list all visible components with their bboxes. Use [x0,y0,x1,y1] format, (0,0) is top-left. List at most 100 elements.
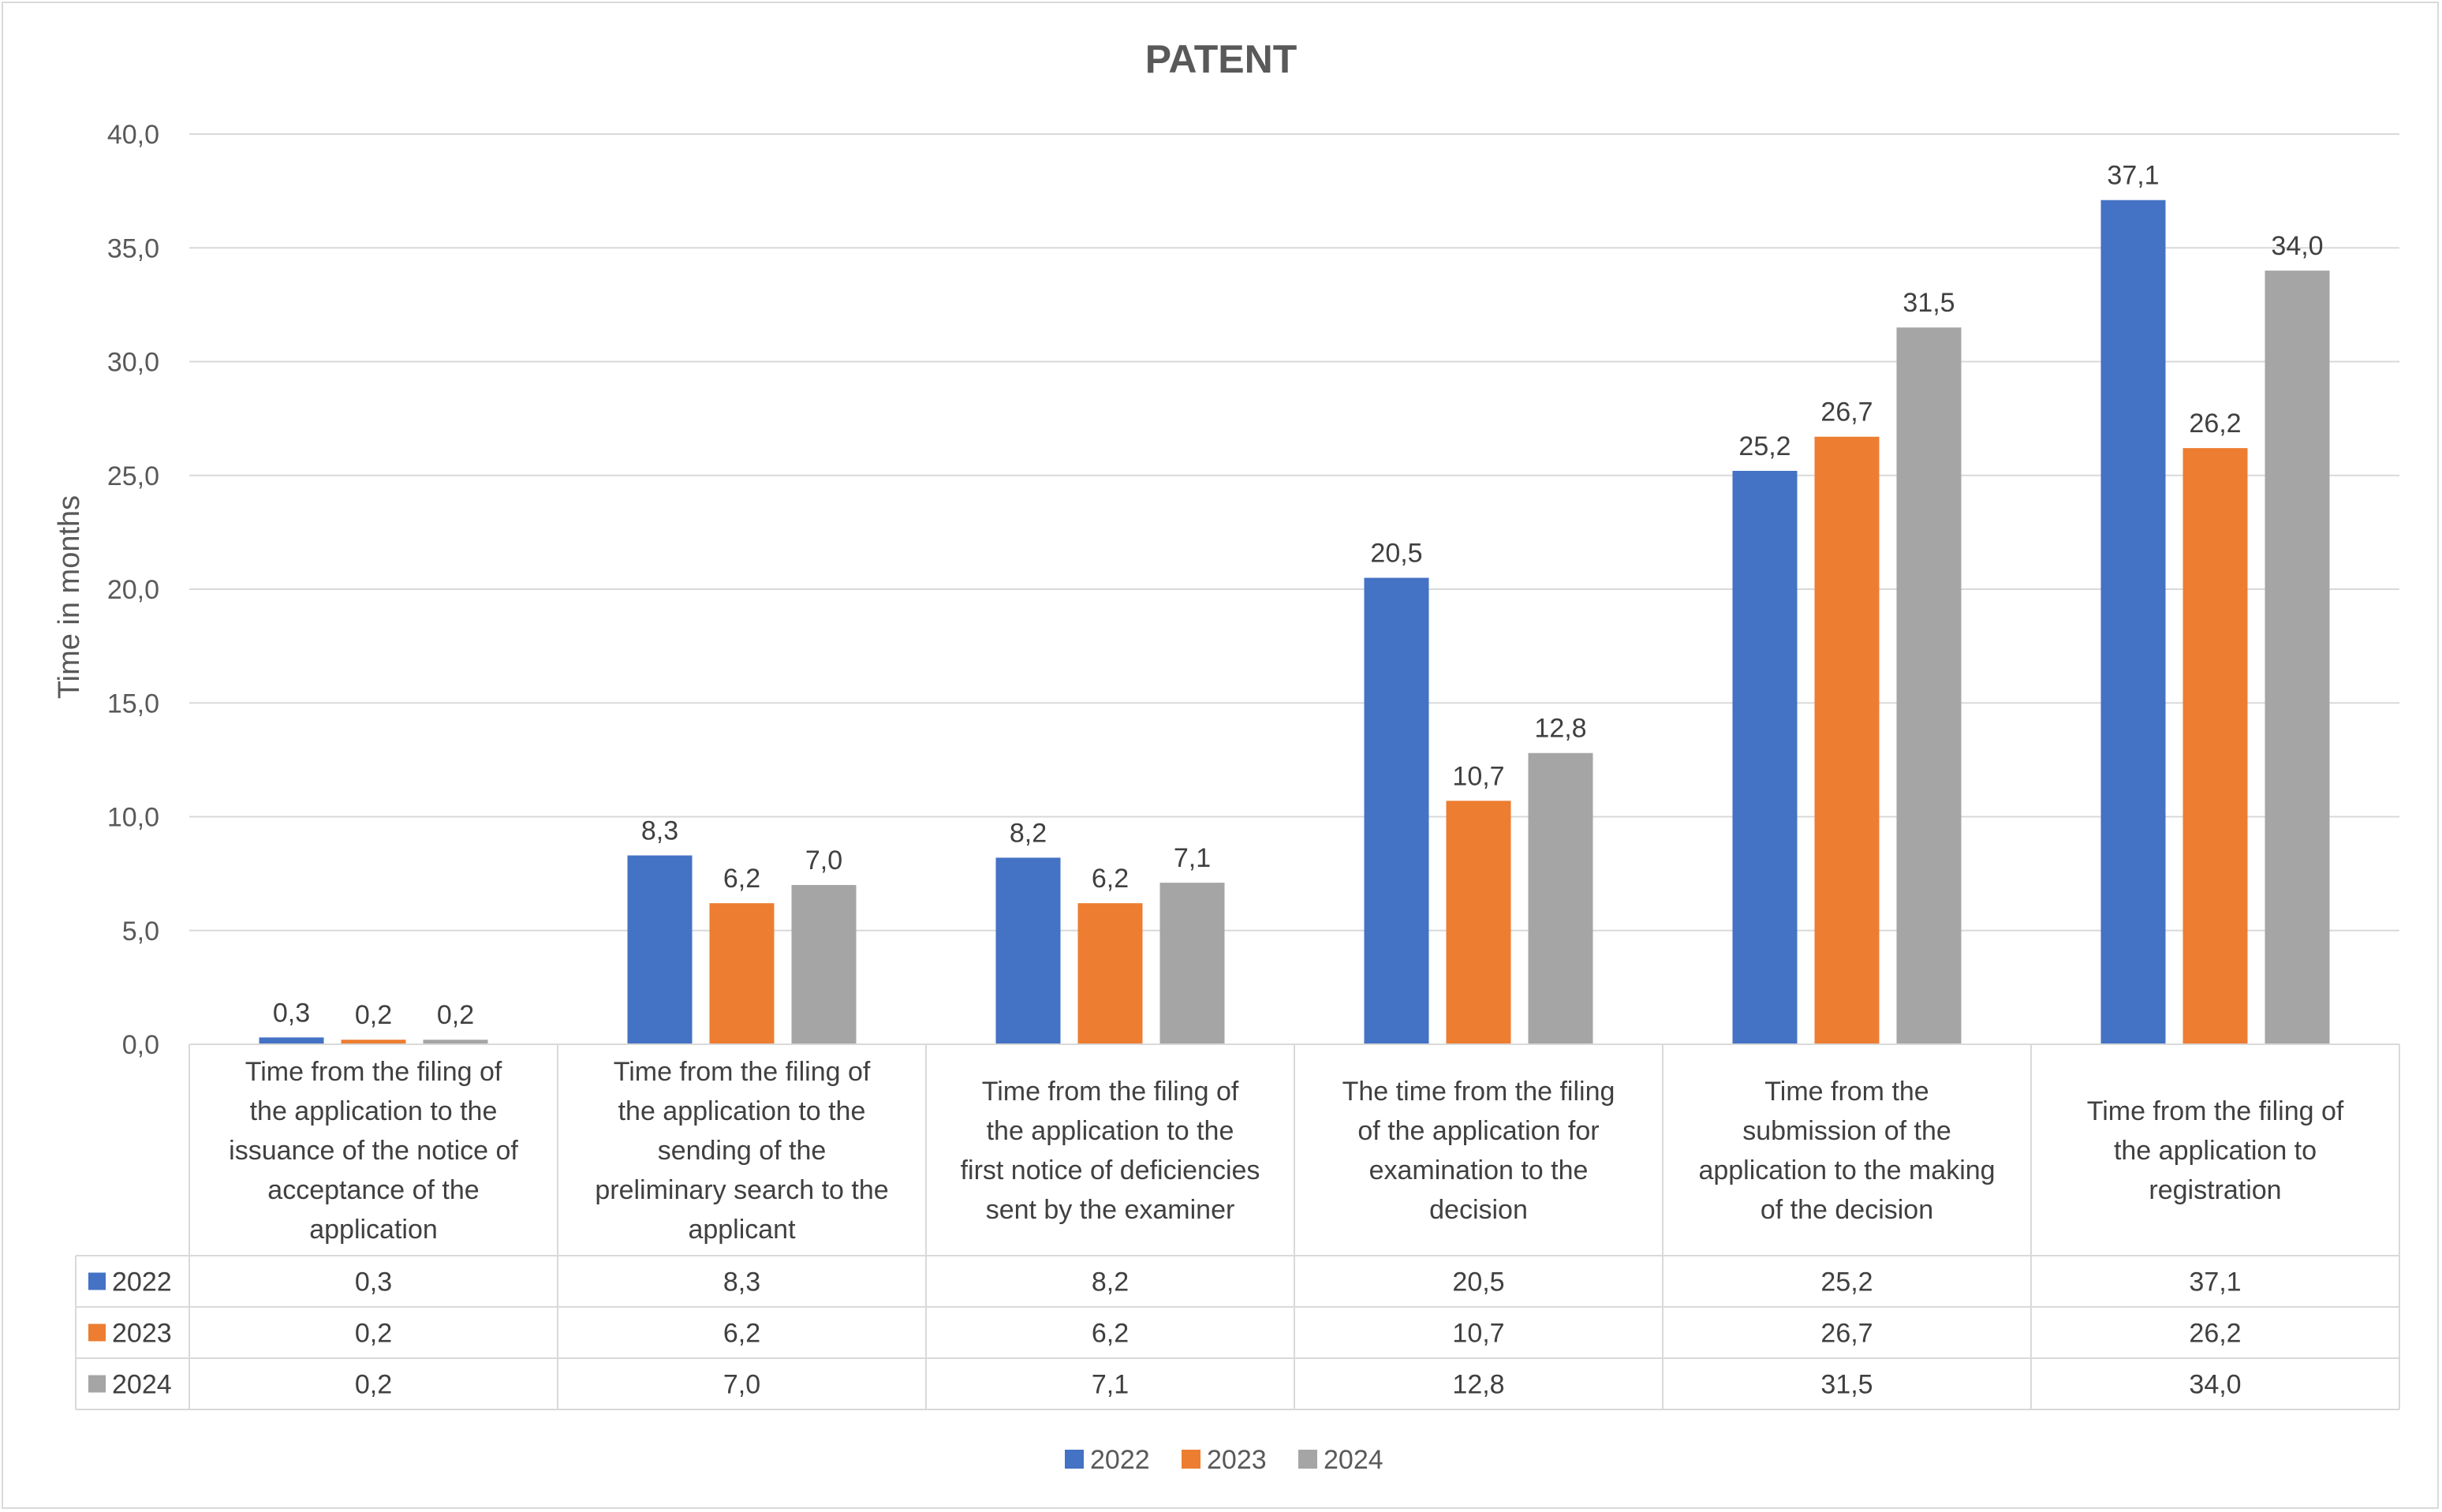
category-label-line: acceptance of the [267,1175,479,1205]
y-tick-label: 40,0 [107,120,159,150]
table-cell-2022-5: 25,2 [1820,1267,1873,1297]
category-label-line: decision [1429,1195,1528,1225]
y-tick-label: 10,0 [107,803,159,833]
y-tick-label: 25,0 [107,461,159,491]
chart-title: PATENT [1145,37,1298,81]
legend-label-2024: 2024 [1324,1445,1383,1475]
category-label-line: sending of the [658,1136,827,1166]
category-label-1: Time from the filing of the application t… [229,1057,518,1245]
table-legend-key-2022 [88,1273,106,1290]
data-label-2024-6: 34,0 [2271,231,2323,261]
bars [260,200,2330,1044]
bar-2023-6 [2183,448,2248,1044]
category-label-4: The time from the filingof the applicati… [1342,1077,1615,1225]
data-label-2024-2: 7,0 [805,846,842,875]
bar-2022-6 [2101,200,2166,1044]
category-label-line: applicant [688,1215,796,1245]
data-label-2022-2: 8,3 [641,816,678,846]
category-label-line: the application to the [618,1096,866,1126]
table-cell-2022-2: 8,3 [723,1267,760,1297]
data-label-2023-1: 0,2 [355,1000,392,1030]
bar-2023-4 [1447,801,1511,1044]
category-label-5: Time from the submission of the applicatio… [1698,1077,1995,1225]
table-cell-2024-6: 34,0 [2189,1370,2241,1400]
data-label-2022-1: 0,3 [273,998,310,1028]
legend-swatch-2024 [1298,1450,1317,1469]
category-label-line: of the decision [1761,1195,1933,1225]
table-legend-key-2024 [88,1376,106,1393]
bar-2022-3 [996,857,1061,1044]
data-label-2024-5: 31,5 [1902,288,1955,318]
data-label-2022-4: 20,5 [1370,539,1422,569]
table-cell-2022-6: 37,1 [2189,1267,2241,1297]
table-row-header-2023: 2023 [112,1319,172,1349]
bar-2022-4 [1365,578,1429,1044]
bar-2023-3 [1078,903,1143,1044]
legend-swatch-2023 [1182,1450,1200,1469]
category-label-3: Time from the filing ofthe application t… [961,1077,1260,1225]
table-cell-2023-6: 26,2 [2189,1319,2241,1349]
bar-2023-2 [710,903,775,1044]
table-cell-2024-2: 7,0 [723,1370,760,1400]
table-cell-2023-2: 6,2 [723,1319,760,1349]
category-label-2: Time from the filing of the application t… [595,1057,888,1245]
bar-2024-3 [1160,883,1225,1044]
category-label-6: Time from the filing of the application t… [2087,1096,2344,1205]
bar-2024-2 [792,885,857,1044]
data-label-2023-5: 26,7 [1820,398,1873,427]
category-label-line: The time from the filing [1342,1077,1615,1107]
category-label-line: Time from the [1764,1077,1929,1107]
bar-2024-5 [1897,327,1962,1044]
category-label-line: issuance of the notice of [229,1136,518,1166]
table-cell-2023-3: 6,2 [1092,1319,1129,1349]
data-label-2023-4: 10,7 [1452,761,1504,791]
data-label-2024-3: 7,1 [1174,843,1211,873]
category-label-line: application [309,1215,438,1245]
category-label-line: Time from the filing of [245,1057,502,1087]
data-label-2023-3: 6,2 [1092,864,1129,894]
category-label-line: Time from the filing of [2087,1096,2344,1126]
table-cell-2022-3: 8,2 [1092,1267,1129,1297]
y-tick-label: 5,0 [122,917,159,946]
data-label-2022-5: 25,2 [1738,431,1790,461]
category-label-line: Time from the filing of [982,1077,1239,1107]
gridlines [189,134,2399,1044]
y-tick-label: 20,0 [107,575,159,605]
category-label-line: examination to the [1369,1155,1589,1185]
legend-label-2023: 2023 [1207,1445,1267,1475]
table-cell-2024-5: 31,5 [1820,1370,1873,1400]
data-label-2023-6: 26,2 [2189,409,2241,439]
category-label-line: application to the making [1698,1155,1995,1185]
table-legend-key-2023 [88,1324,106,1342]
data-label-2022-6: 37,1 [2107,161,2159,191]
bar-2024-6 [2265,271,2330,1044]
data-label-2023-2: 6,2 [723,864,760,894]
table-row-header-2024: 2024 [112,1370,172,1400]
y-axis-ticks: 0,05,010,015,020,025,030,035,040,0 [107,120,159,1060]
legend-swatch-2022 [1065,1450,1084,1469]
category-label-line: registration [2149,1175,2281,1205]
category-label-line: submission of the [1742,1116,1951,1146]
data-table: Time from the filing of the application t… [76,1044,2399,1409]
bar-2022-1 [260,1037,324,1044]
bar-2024-4 [1529,753,1593,1044]
y-axis-title: Time in months [53,495,86,699]
table-row-header-2022: 2022 [112,1267,172,1297]
category-label-line: the application to the [250,1096,498,1126]
table-cell-2024-4: 12,8 [1452,1370,1504,1400]
legend: 202220232024 [1065,1445,1383,1475]
table-cell-2023-1: 0,2 [355,1319,392,1349]
y-tick-label: 30,0 [107,348,159,378]
table-cell-2023-4: 10,7 [1452,1319,1504,1349]
bar-2022-2 [628,856,693,1044]
category-label-line: Time from the filing of [614,1057,871,1087]
data-label-2024-4: 12,8 [1534,714,1586,744]
table-cell-2022-4: 20,5 [1452,1267,1504,1297]
category-label-line: sent by the examiner [986,1195,1235,1225]
table-cell-2022-1: 0,3 [355,1267,392,1297]
data-label-2022-3: 8,2 [1010,818,1047,848]
y-tick-label: 35,0 [107,233,159,263]
y-tick-label: 15,0 [107,689,159,719]
data-labels: 0,3 8,3 8,2 20,5 25,2 37,1 0,2 6,2 6,2 10,7 26,7 26… [273,161,2324,1031]
category-label-line: the application to [2114,1136,2317,1166]
